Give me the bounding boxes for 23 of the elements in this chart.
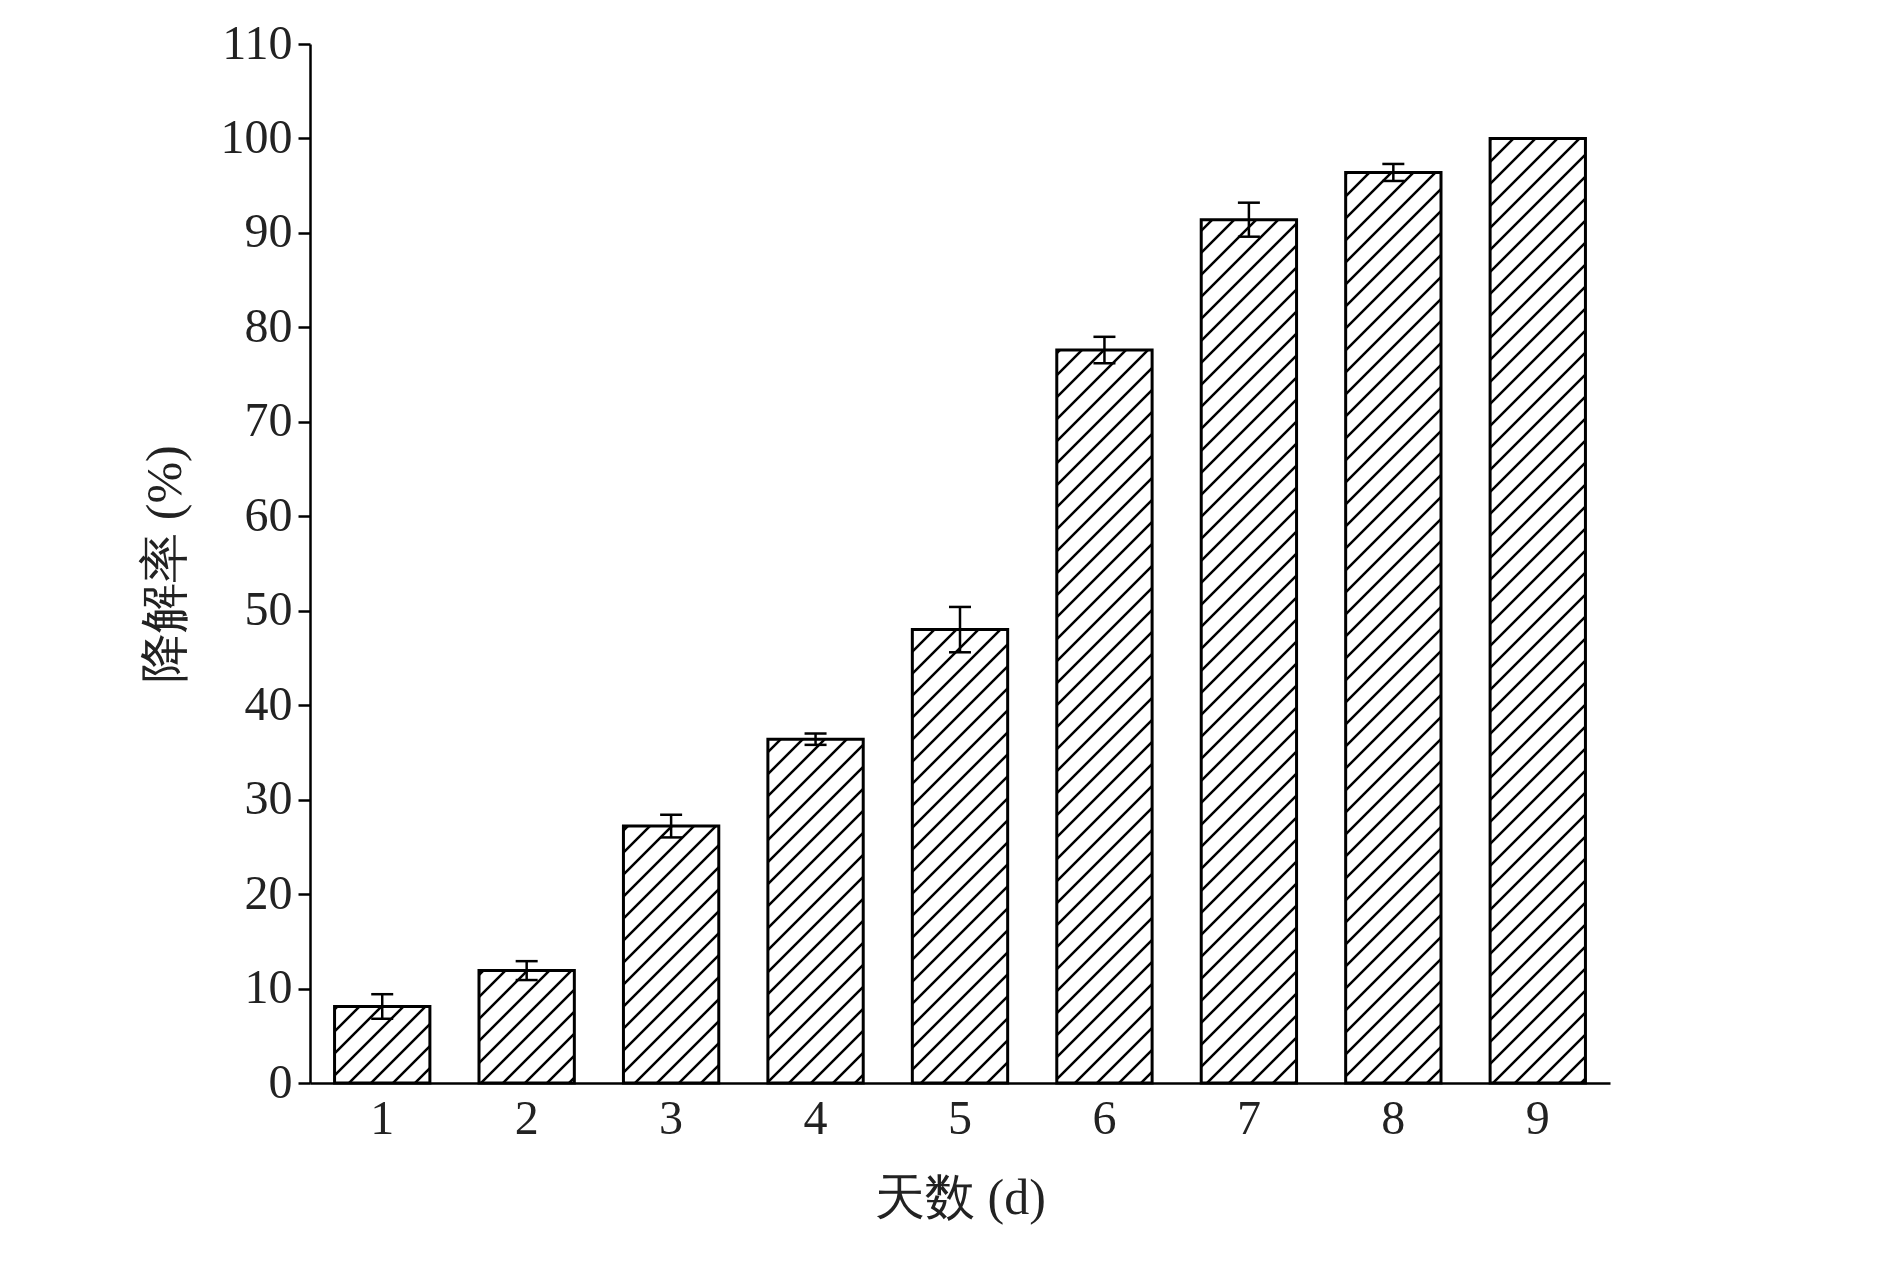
y-tick-label: 100 [220,109,293,163]
x-tick-label: 1 [370,1090,395,1144]
y-tick-label: 90 [244,204,293,258]
x-tick-label: 9 [1525,1090,1550,1144]
y-tick-label: 80 [244,298,293,352]
y-axis-title: 降解率 (%) [135,445,192,683]
x-tick-label: 5 [948,1090,972,1144]
x-axis-title: 天数 (d) [875,1168,1046,1225]
x-tick-label: 2 [514,1090,539,1144]
x-tick-label: 6 [1092,1090,1117,1144]
x-tick-label: 3 [659,1090,684,1144]
y-tick-label: 70 [244,393,293,447]
x-tick-label: 4 [803,1090,828,1144]
y-tick-label: 20 [244,865,293,919]
x-tick-label: 8 [1381,1090,1406,1144]
y-tick-label: 30 [244,771,293,825]
x-tick-label: 7 [1236,1090,1261,1144]
y-tick-label: 60 [244,487,293,541]
y-tick-label: 110 [222,15,293,69]
y-tick-label: 0 [268,1054,293,1108]
y-tick-label: 50 [244,582,293,636]
y-tick-label: 10 [244,960,293,1014]
y-tick-label: 40 [244,676,293,730]
